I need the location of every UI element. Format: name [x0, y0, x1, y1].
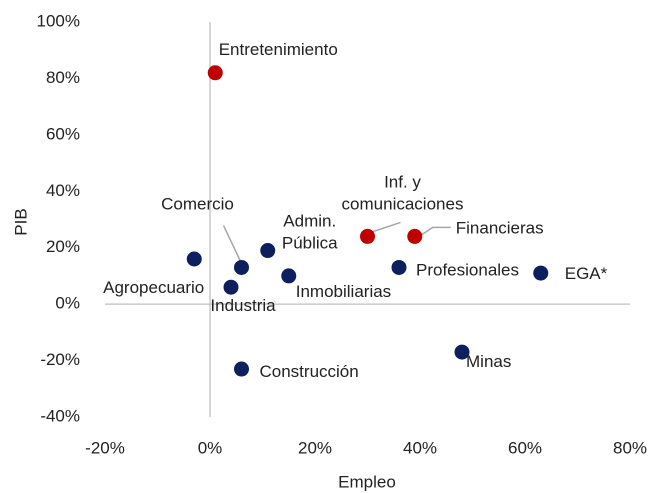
- point-label-line: Financieras: [456, 219, 544, 238]
- point-label-line: Entretenimiento: [219, 40, 338, 59]
- y-tick-label: 40%: [46, 181, 80, 200]
- point-label: Minas: [466, 353, 511, 372]
- point-label: Profesionales: [416, 261, 519, 280]
- point-label-line: EGA*: [565, 265, 608, 284]
- point-label: Agropecuario: [103, 278, 204, 297]
- point-label: Financieras: [456, 219, 544, 238]
- x-tick-label: 80%: [613, 438, 647, 457]
- point-label-line: Agropecuario: [103, 278, 204, 297]
- point: [391, 259, 407, 275]
- point-label: Construcción: [260, 363, 359, 382]
- point-label-line: Industria: [210, 297, 276, 316]
- point: [281, 268, 297, 284]
- point: [186, 251, 202, 267]
- y-tick-label: -20%: [40, 350, 80, 369]
- y-tick-label: 0%: [55, 294, 80, 313]
- point-label-line: Profesionales: [416, 261, 519, 280]
- point: [454, 344, 470, 360]
- y-tick-label: 80%: [46, 68, 80, 87]
- point-label: Industria: [210, 297, 276, 316]
- y-tick-label: 20%: [46, 237, 80, 256]
- point-label: Admin. Pública: [282, 212, 338, 253]
- point: [360, 228, 375, 244]
- point-label-line: Comercio: [161, 195, 234, 214]
- leader-line: [420, 226, 451, 237]
- point: [234, 361, 249, 377]
- y-axis-title: PIB: [11, 208, 30, 235]
- y-tick-label: -40%: [40, 406, 80, 425]
- point-label-line: Pública: [282, 234, 338, 253]
- x-tick-label: 60%: [508, 438, 542, 457]
- point-label: Comercio: [161, 195, 234, 214]
- point-label-line: Inf. y: [384, 173, 421, 192]
- point: [260, 243, 276, 259]
- x-tick-label: 20%: [298, 438, 332, 457]
- point-label: Entretenimiento: [219, 40, 338, 59]
- point-label-line: Inmobiliarias: [296, 282, 391, 301]
- point-label-line: Admin.: [283, 212, 336, 231]
- x-tick-label: 0%: [198, 438, 223, 457]
- point: [407, 228, 423, 244]
- point-label-line: Construcción: [260, 363, 359, 382]
- point-label-line: comunicaciones: [342, 195, 464, 214]
- point: [533, 265, 549, 281]
- leader-line: [222, 225, 243, 264]
- leader-line: [370, 221, 401, 234]
- point: [234, 259, 249, 275]
- point-label: Inmobiliarias: [296, 282, 391, 301]
- y-tick-label: 60%: [46, 124, 80, 143]
- x-tick-label: 40%: [403, 438, 437, 457]
- y-tick-label: 100%: [37, 11, 80, 30]
- x-tick-label: -20%: [85, 438, 125, 457]
- point-label: Inf. y comunicaciones: [342, 173, 464, 214]
- point-label-line: Minas: [466, 353, 511, 372]
- point: [223, 279, 239, 295]
- point-label: EGA*: [565, 265, 608, 284]
- point: [207, 65, 223, 81]
- x-axis-title: Empleo: [338, 472, 396, 491]
